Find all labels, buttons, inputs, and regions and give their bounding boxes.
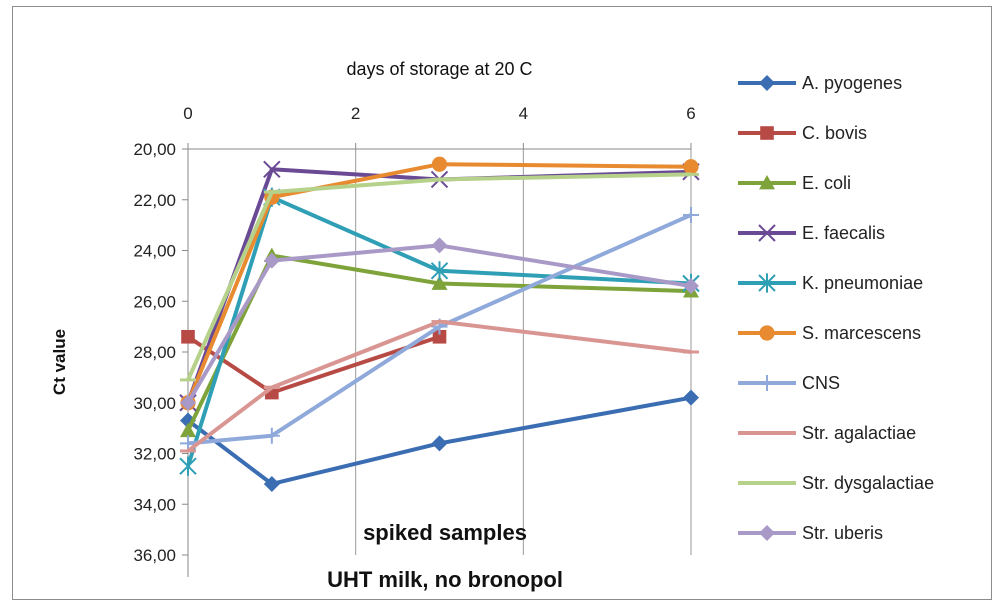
legend-swatch-marker bbox=[759, 375, 775, 391]
series-str-uberis bbox=[180, 237, 699, 411]
data-point-str-uberis bbox=[431, 237, 448, 254]
legend-swatch-marker bbox=[758, 224, 776, 242]
data-point-e-coli bbox=[180, 422, 196, 438]
y-tick-label: 32,00 bbox=[133, 445, 176, 464]
legend-item-s-marcescens: S. marcescens bbox=[738, 323, 921, 343]
legend-label: Str. dysgalactiae bbox=[802, 473, 934, 493]
legend-label: CNS bbox=[802, 373, 840, 393]
y-tick-label: 22,00 bbox=[133, 191, 176, 210]
y-tick-label: 34,00 bbox=[133, 495, 176, 514]
data-point-s-marcescens bbox=[431, 156, 448, 172]
x-tick-label: 0 bbox=[183, 104, 192, 123]
data-point-str-uberis bbox=[263, 252, 280, 269]
series-line-s-marcescens bbox=[186, 162, 692, 404]
legend-label: C. bovis bbox=[802, 123, 867, 143]
data-point-c-bovis bbox=[181, 329, 195, 344]
legend-item-e-coli: E. coli bbox=[738, 173, 851, 193]
data-point-c-bovis bbox=[432, 329, 447, 344]
data-point-k-pneumoniae bbox=[179, 456, 197, 476]
annotation-spiked-samples: spiked samples bbox=[363, 520, 527, 545]
legend-label: E. coli bbox=[802, 173, 851, 193]
series-line-e-coli bbox=[186, 253, 692, 432]
legend-swatch-marker bbox=[759, 175, 775, 190]
data-point-e-faecalis bbox=[263, 160, 281, 179]
data-point-str-uberis bbox=[683, 278, 699, 295]
series-str-dysgalactiae bbox=[180, 172, 699, 382]
legend-item-k-pneumoniae: K. pneumoniae bbox=[738, 273, 923, 293]
legend-item-e-faecalis: E. faecalis bbox=[738, 223, 885, 243]
axes: 0 2 4 6 20,00 22,00 24,00 26,00 28,00 30,00 32,00 3… bbox=[133, 104, 696, 577]
legend-item-str-uberis: Str. uberis bbox=[738, 523, 883, 543]
chart-frame: 0 2 4 6 20,00 22,00 24,00 26,00 28,00 30,00 32,00 3… bbox=[12, 6, 992, 600]
annotation-uht-milk: UHT milk, no bronopol bbox=[327, 567, 563, 592]
legend-item-a-pyogenes: A. pyogenes bbox=[738, 73, 902, 93]
data-point-a-pyogenes bbox=[263, 475, 280, 492]
legend: A. pyogenes C. bovis E. coli E. faecalis K. … bbox=[738, 73, 934, 543]
legend-item-str-dysgalactiae: Str. dysgalactiae bbox=[738, 473, 934, 493]
data-point-s-marcescens bbox=[683, 159, 699, 175]
series-cns bbox=[180, 206, 699, 452]
x-axis-title: days of storage at 20 C bbox=[346, 59, 532, 79]
legend-label: S. marcescens bbox=[802, 323, 921, 343]
legend-swatch-marker bbox=[760, 126, 774, 140]
legend-label: Str. uberis bbox=[802, 523, 883, 543]
series-line-cns bbox=[187, 213, 692, 446]
y-tick-label: 20,00 bbox=[133, 140, 176, 159]
legend-label: E. faecalis bbox=[802, 223, 885, 243]
y-tick-label: 36,00 bbox=[133, 546, 176, 565]
legend-swatch-marker bbox=[759, 325, 775, 341]
legend-item-str-agalactiae: Str. agalactiae bbox=[738, 423, 916, 443]
data-point-k-pneumoniae bbox=[430, 261, 449, 281]
series-a-pyogenes bbox=[180, 389, 699, 492]
x-tick-label: 2 bbox=[351, 104, 360, 123]
legend-swatch-marker bbox=[759, 75, 775, 91]
line-chart: 0 2 4 6 20,00 22,00 24,00 26,00 28,00 30,00 32,00 3… bbox=[50, 59, 934, 592]
series-line-str-dysgalactiae bbox=[186, 172, 692, 381]
data-point-a-pyogenes bbox=[683, 389, 699, 406]
series-line-str-uberis bbox=[186, 243, 692, 404]
data-point-cns bbox=[683, 206, 699, 223]
legend-item-c-bovis: C. bovis bbox=[738, 123, 867, 143]
y-axis-title: Ct value bbox=[50, 329, 69, 395]
series-line-a-pyogenes bbox=[186, 395, 692, 486]
legend-label: K. pneumoniae bbox=[802, 273, 923, 293]
legend-swatch-marker bbox=[758, 273, 776, 293]
legend-item-cns: CNS bbox=[738, 373, 840, 393]
x-tick-label: 6 bbox=[686, 104, 695, 123]
legend-label: Str. agalactiae bbox=[802, 423, 916, 443]
y-tick-label: 26,00 bbox=[133, 292, 176, 311]
series-str-agalactiae bbox=[180, 319, 699, 453]
series-group bbox=[179, 156, 700, 492]
y-tick-label: 28,00 bbox=[133, 343, 176, 362]
legend-label: A. pyogenes bbox=[802, 73, 902, 93]
data-point-str-uberis bbox=[180, 394, 196, 411]
series-line-str-agalactiae bbox=[186, 319, 692, 453]
x-tick-label: 4 bbox=[519, 104, 528, 123]
y-tick-label: 30,00 bbox=[133, 394, 176, 413]
legend-swatch-marker bbox=[759, 525, 775, 541]
data-point-e-coli bbox=[431, 275, 448, 290]
data-point-a-pyogenes bbox=[431, 435, 448, 452]
data-point-cns bbox=[263, 427, 280, 444]
y-tick-label: 24,00 bbox=[133, 242, 176, 261]
